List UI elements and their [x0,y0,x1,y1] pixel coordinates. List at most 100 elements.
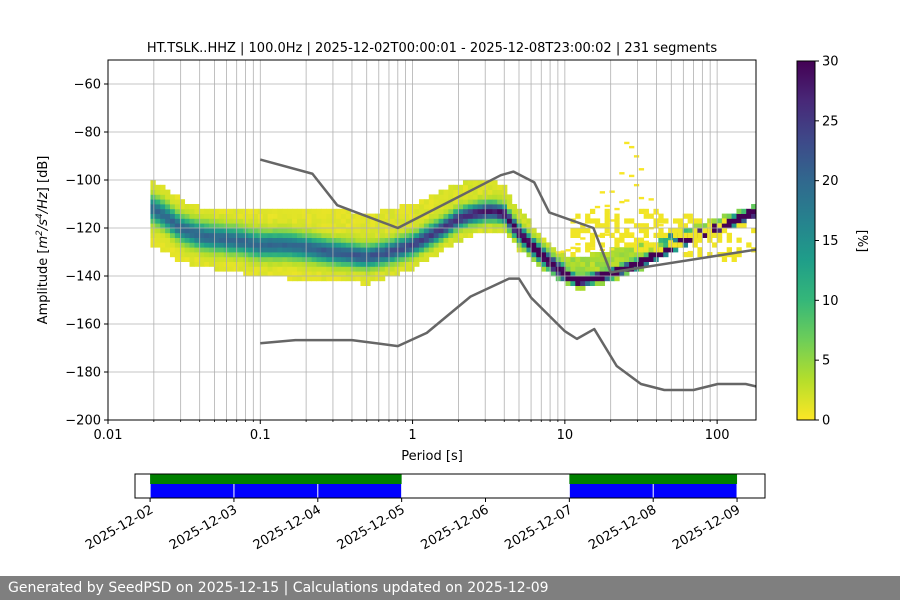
psd-cell [165,232,171,238]
psd-cell [526,237,532,243]
psd-cell [677,223,684,229]
psd-cell [624,271,630,277]
psd-cell [189,232,195,238]
psd-cell [692,223,698,229]
psd-cell [502,199,508,205]
psd-cell [160,199,166,205]
psd-cell [340,247,347,253]
psd-cell [345,242,352,248]
psd-cell [609,252,615,258]
psd-cell [218,218,225,224]
psd-cell [282,261,288,267]
psd-cell [585,280,591,286]
psd-cell [472,208,479,214]
psd-cell [379,213,386,219]
coverage-date-ticks: 2025-12-02 2025-12-03 2025-12-04 2025-12-05… [83,498,743,553]
psd-cell [458,213,464,219]
psd-cell [672,247,679,253]
high-noise-model-line [259,158,756,274]
psd-cell [511,218,518,224]
psd-cell [189,242,195,248]
psd-cell [365,228,371,234]
psd-cell [477,194,483,200]
psd-cell [589,237,596,243]
psd-cell [726,237,732,243]
psd-cell [282,271,288,277]
psd-cell [570,276,576,282]
psd-cell [155,232,161,238]
psd-cell [487,204,493,210]
psd-cell [526,242,532,248]
psd-cell [301,228,308,234]
psd-cell [394,247,400,253]
psd-cell [428,232,435,238]
psd-cell [389,208,396,214]
psd-cell [296,266,303,272]
psd-cell [179,242,186,248]
psd-cell [375,266,381,272]
psd-cell [712,223,718,229]
psd-cell [614,276,620,282]
psd-cell [150,218,156,224]
psd-cell [287,228,293,234]
psd-cell [365,242,371,248]
psd-cell [487,180,493,186]
psd-cell [194,208,200,214]
psd-cell [555,251,562,254]
psd-cell [477,204,483,210]
psd-cell [526,218,532,224]
psd-cell [643,252,649,258]
psd-cell [419,252,425,258]
psd-cell [638,168,645,171]
psd-cell [648,256,654,262]
psd-cell [399,247,405,253]
psd-cell [443,237,449,243]
psd-cell [389,271,396,277]
segment-bar [318,484,402,498]
psd-cell [277,256,283,262]
psd-cell [668,232,674,238]
psd-cell [199,208,205,214]
psd-cell [609,256,615,262]
psd-cell [262,271,269,277]
psd-cell [218,232,225,238]
psd-cell [179,247,186,253]
psd-cell [726,218,732,224]
psd-cell [248,228,254,234]
psd-cell [599,223,606,229]
psd-cell [209,213,215,219]
psd-cell [624,199,630,202]
psd-cell [712,218,718,224]
psd-cell [345,237,352,243]
colorbar-label: [%] [854,230,869,253]
psd-cell [360,256,366,262]
psd-cell [399,204,405,210]
psd-cell [731,218,737,224]
psd-cell [370,252,376,258]
psd-cell [184,242,190,248]
psd-cell [179,228,186,234]
psd-cell [751,228,756,234]
psd-cell [462,232,469,238]
psd-cell [375,232,381,238]
psd-cell [414,208,420,214]
psd-cell [521,218,527,224]
psd-cell [604,271,610,277]
psd-cell [438,208,444,214]
psd-cell [619,266,625,272]
psd-cell [253,252,259,258]
psd-cell [419,199,425,205]
psd-cell [458,223,464,229]
psd-cell [604,223,610,229]
psd-cell [526,232,532,238]
psd-cell [233,223,239,229]
psd-cell [541,261,547,267]
psd-cell [546,266,552,272]
psd-cell [536,256,542,262]
psd-cell [350,256,356,262]
psd-cell [375,252,381,258]
psd-cell [419,204,425,210]
psd-cell [150,184,156,190]
psd-cell [614,228,620,234]
psd-cell [409,252,415,258]
